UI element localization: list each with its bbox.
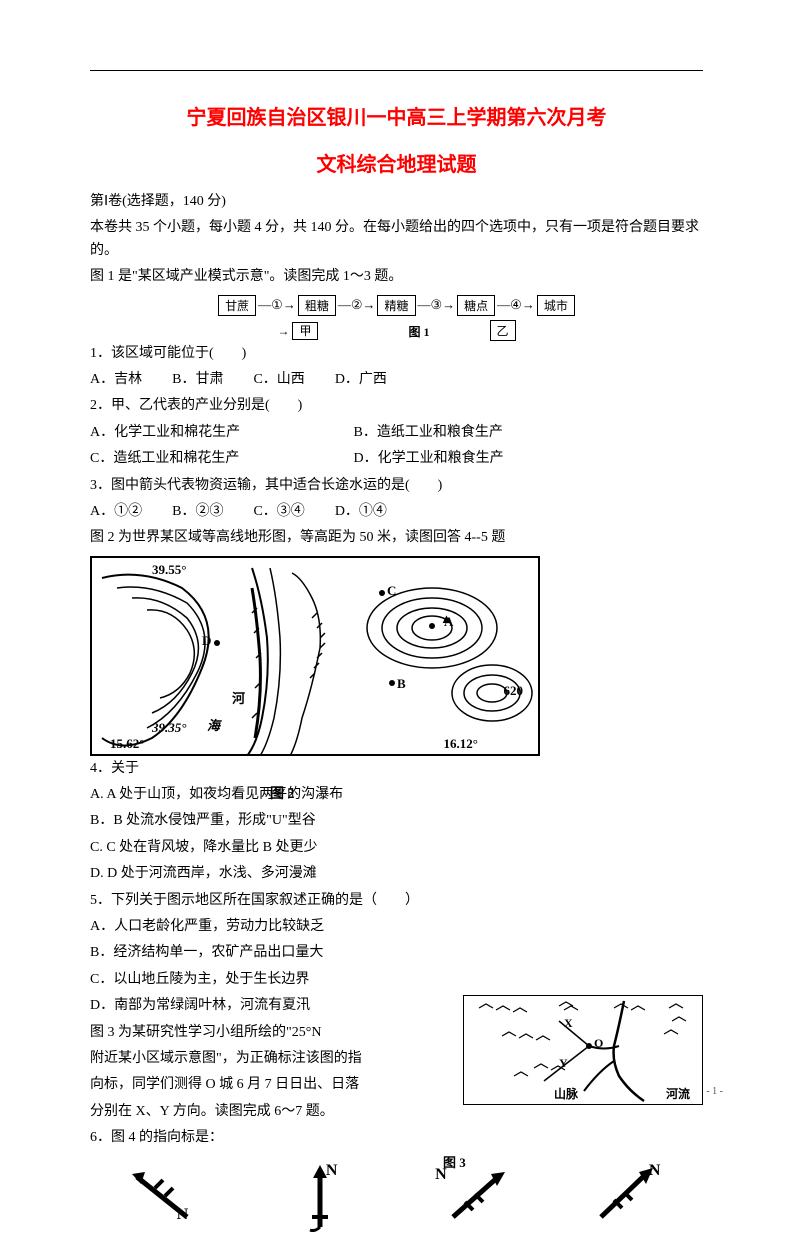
point-d: D	[202, 633, 211, 649]
q2-options-row2: C．造纸工业和棉花生产 D．化学工业和粮食生产	[90, 448, 703, 470]
q2-opt-b: B．造纸工业和粮食生产	[354, 425, 503, 440]
lat-top: 39.55°	[152, 562, 186, 578]
fig3-mtn: 山脉	[554, 1085, 578, 1102]
elev-620: 620	[504, 683, 524, 699]
q2-stem: 2．甲、乙代表的产业分别是( )	[90, 395, 703, 417]
fig2-caption: 图 2	[270, 784, 295, 806]
q3-opt-a: A．①②	[90, 501, 142, 523]
fig3-y: Y	[559, 1056, 568, 1071]
fig3-intro-0: 图 3 为某研究性学习小组所绘的"25°N	[90, 1022, 460, 1044]
figure-3: X Y O 山脉 河流 图 3	[463, 995, 703, 1135]
q3-options: A．①② B．②③ C．③④ D．①④	[90, 501, 703, 523]
fig1-box-1: 粗糖	[298, 295, 336, 316]
q3-opt-d: D．①④	[335, 501, 387, 523]
fig1-arrow-3: —④→	[497, 297, 535, 313]
fig3-intro-3: 分别在 X、Y 方向。读图完成 6～7 题。	[90, 1101, 460, 1123]
q5-opt-a: A．人口老龄化严重，劳动力比较缺乏	[90, 916, 703, 938]
point-a: A	[444, 614, 453, 630]
compass-options: N N N N	[90, 1162, 703, 1242]
river-label: 河	[232, 688, 245, 707]
fig3-o: O	[594, 1036, 603, 1051]
q5-stem: 5．下列关于图示地区所在国家叙述正确的是（ ）	[90, 890, 703, 912]
fig1-arrow-0: —①→	[258, 297, 296, 313]
q5-opt-d: D．南部为常绿阔叶林，河流有夏汛	[90, 995, 460, 1017]
compass-c-n: N	[435, 1166, 447, 1184]
q6-stem: 6．图 4 的指向标是：	[90, 1127, 460, 1149]
point-b: B	[397, 676, 406, 692]
sea-label: 海	[207, 715, 220, 734]
lon-left: 15.62°	[110, 736, 144, 752]
compass-a-n: N	[177, 1206, 189, 1224]
page-number: - 1 -	[706, 1086, 723, 1097]
fig1-box-2: 精糖	[377, 295, 415, 316]
q1-opt-a: A．吉林	[90, 369, 142, 391]
title-sub: 文科综合地理试题	[90, 148, 703, 177]
q1-opt-c: C．山西	[253, 369, 304, 391]
q2-opt-a: A．化学工业和棉花生产	[90, 422, 350, 444]
fig1-caption: 图 1	[408, 323, 429, 340]
q1-opt-d: D．广西	[335, 369, 387, 391]
top-rule	[90, 70, 703, 71]
fig1-box-yi: 乙	[490, 320, 516, 341]
fig1-box-jia: 甲	[292, 322, 318, 340]
lon-right: 16.12°	[444, 736, 478, 752]
q5-opt-c: C．以山地丘陵为主，处于生长边界	[90, 969, 703, 991]
fig1-box-4: 城市	[537, 295, 575, 316]
q4-opt-d: D. D 处于河流西岸，水浅、多河漫滩	[90, 863, 703, 885]
q4-opt-c: C. C 处在背风坡，降水量比 B 处更少	[90, 837, 703, 859]
section-header: 第Ⅰ卷(选择题，140 分)	[90, 191, 703, 213]
compass-b-n: N	[326, 1162, 338, 1180]
fig1-box-3: 糖点	[457, 295, 495, 316]
fig3-intro-2: 向标，同学们测得 O 城 6 月 7 日日出、日落	[90, 1074, 460, 1096]
q4-opt-b: B．B 处流水侵蚀严重，形成"U"型谷	[90, 810, 703, 832]
q1-options: A．吉林 B．甘肃 C．山西 D．广西	[90, 369, 703, 391]
fig3-x: X	[564, 1016, 573, 1031]
compass-d: N	[586, 1162, 666, 1232]
q4-opt-a: A. A 处于山顶，如夜均看见两平的沟瀑布	[90, 787, 343, 802]
q5-opt-b: B．经济结构单一，农矿产品出口量大	[90, 942, 703, 964]
fig3-intro-1: 附近某小区域示意图"，为正确标注该图的指	[90, 1048, 460, 1070]
fig2-intro: 图 2 为世界某区域等高线地形图，等高距为 50 米，读图回答 4--5 题	[90, 527, 703, 549]
fig1-box-0: 甘蔗	[218, 295, 256, 316]
q3-opt-b: B．②③	[172, 501, 223, 523]
q2-opt-d: D．化学工业和粮食生产	[354, 451, 504, 466]
figure-1: 甘蔗 —①→ 粗糖 —②→ 精糖 —③→ 糖点 —④→ 城市 → 甲 图 1 乙	[90, 295, 703, 341]
fig1-arrow-1: —②→	[338, 297, 376, 313]
q3-opt-c: C．③④	[253, 501, 304, 523]
point-c: C	[387, 583, 396, 599]
compass-c: N	[433, 1162, 513, 1232]
q4-stem: 4．关于	[90, 758, 703, 780]
compass-b: N	[280, 1162, 360, 1232]
fig1-arrow-2: —③→	[418, 297, 456, 313]
q2-options-row1: A．化学工业和棉花生产 B．造纸工业和粮食生产	[90, 422, 703, 444]
q3-stem: 3．图中箭头代表物资运输，其中适合长途水运的是( )	[90, 475, 703, 497]
title-main: 宁夏回族自治区银川一中高三上学期第六次月考	[90, 101, 703, 130]
q1-stem: 1．该区域可能位于( )	[90, 343, 703, 365]
fig1-intro: 图 1 是"某区域产业模式示意"。读图完成 1～3 题。	[90, 266, 703, 288]
compass-a: N	[127, 1162, 207, 1232]
q2-opt-c: C．造纸工业和棉花生产	[90, 448, 350, 470]
section-instructions: 本卷共 35 个小题，每小题 4 分，共 140 分。在每小题给出的四个选项中，…	[90, 217, 703, 262]
q1-opt-b: B．甘肃	[172, 369, 223, 391]
lat-bottom: 39.35°	[152, 720, 186, 736]
fig3-river: 河流	[666, 1085, 690, 1102]
figure-2: ▲ 39.55° 15.62° 16.12° 39.35° A B C D 62…	[90, 556, 703, 756]
compass-d-n: N	[649, 1162, 661, 1180]
